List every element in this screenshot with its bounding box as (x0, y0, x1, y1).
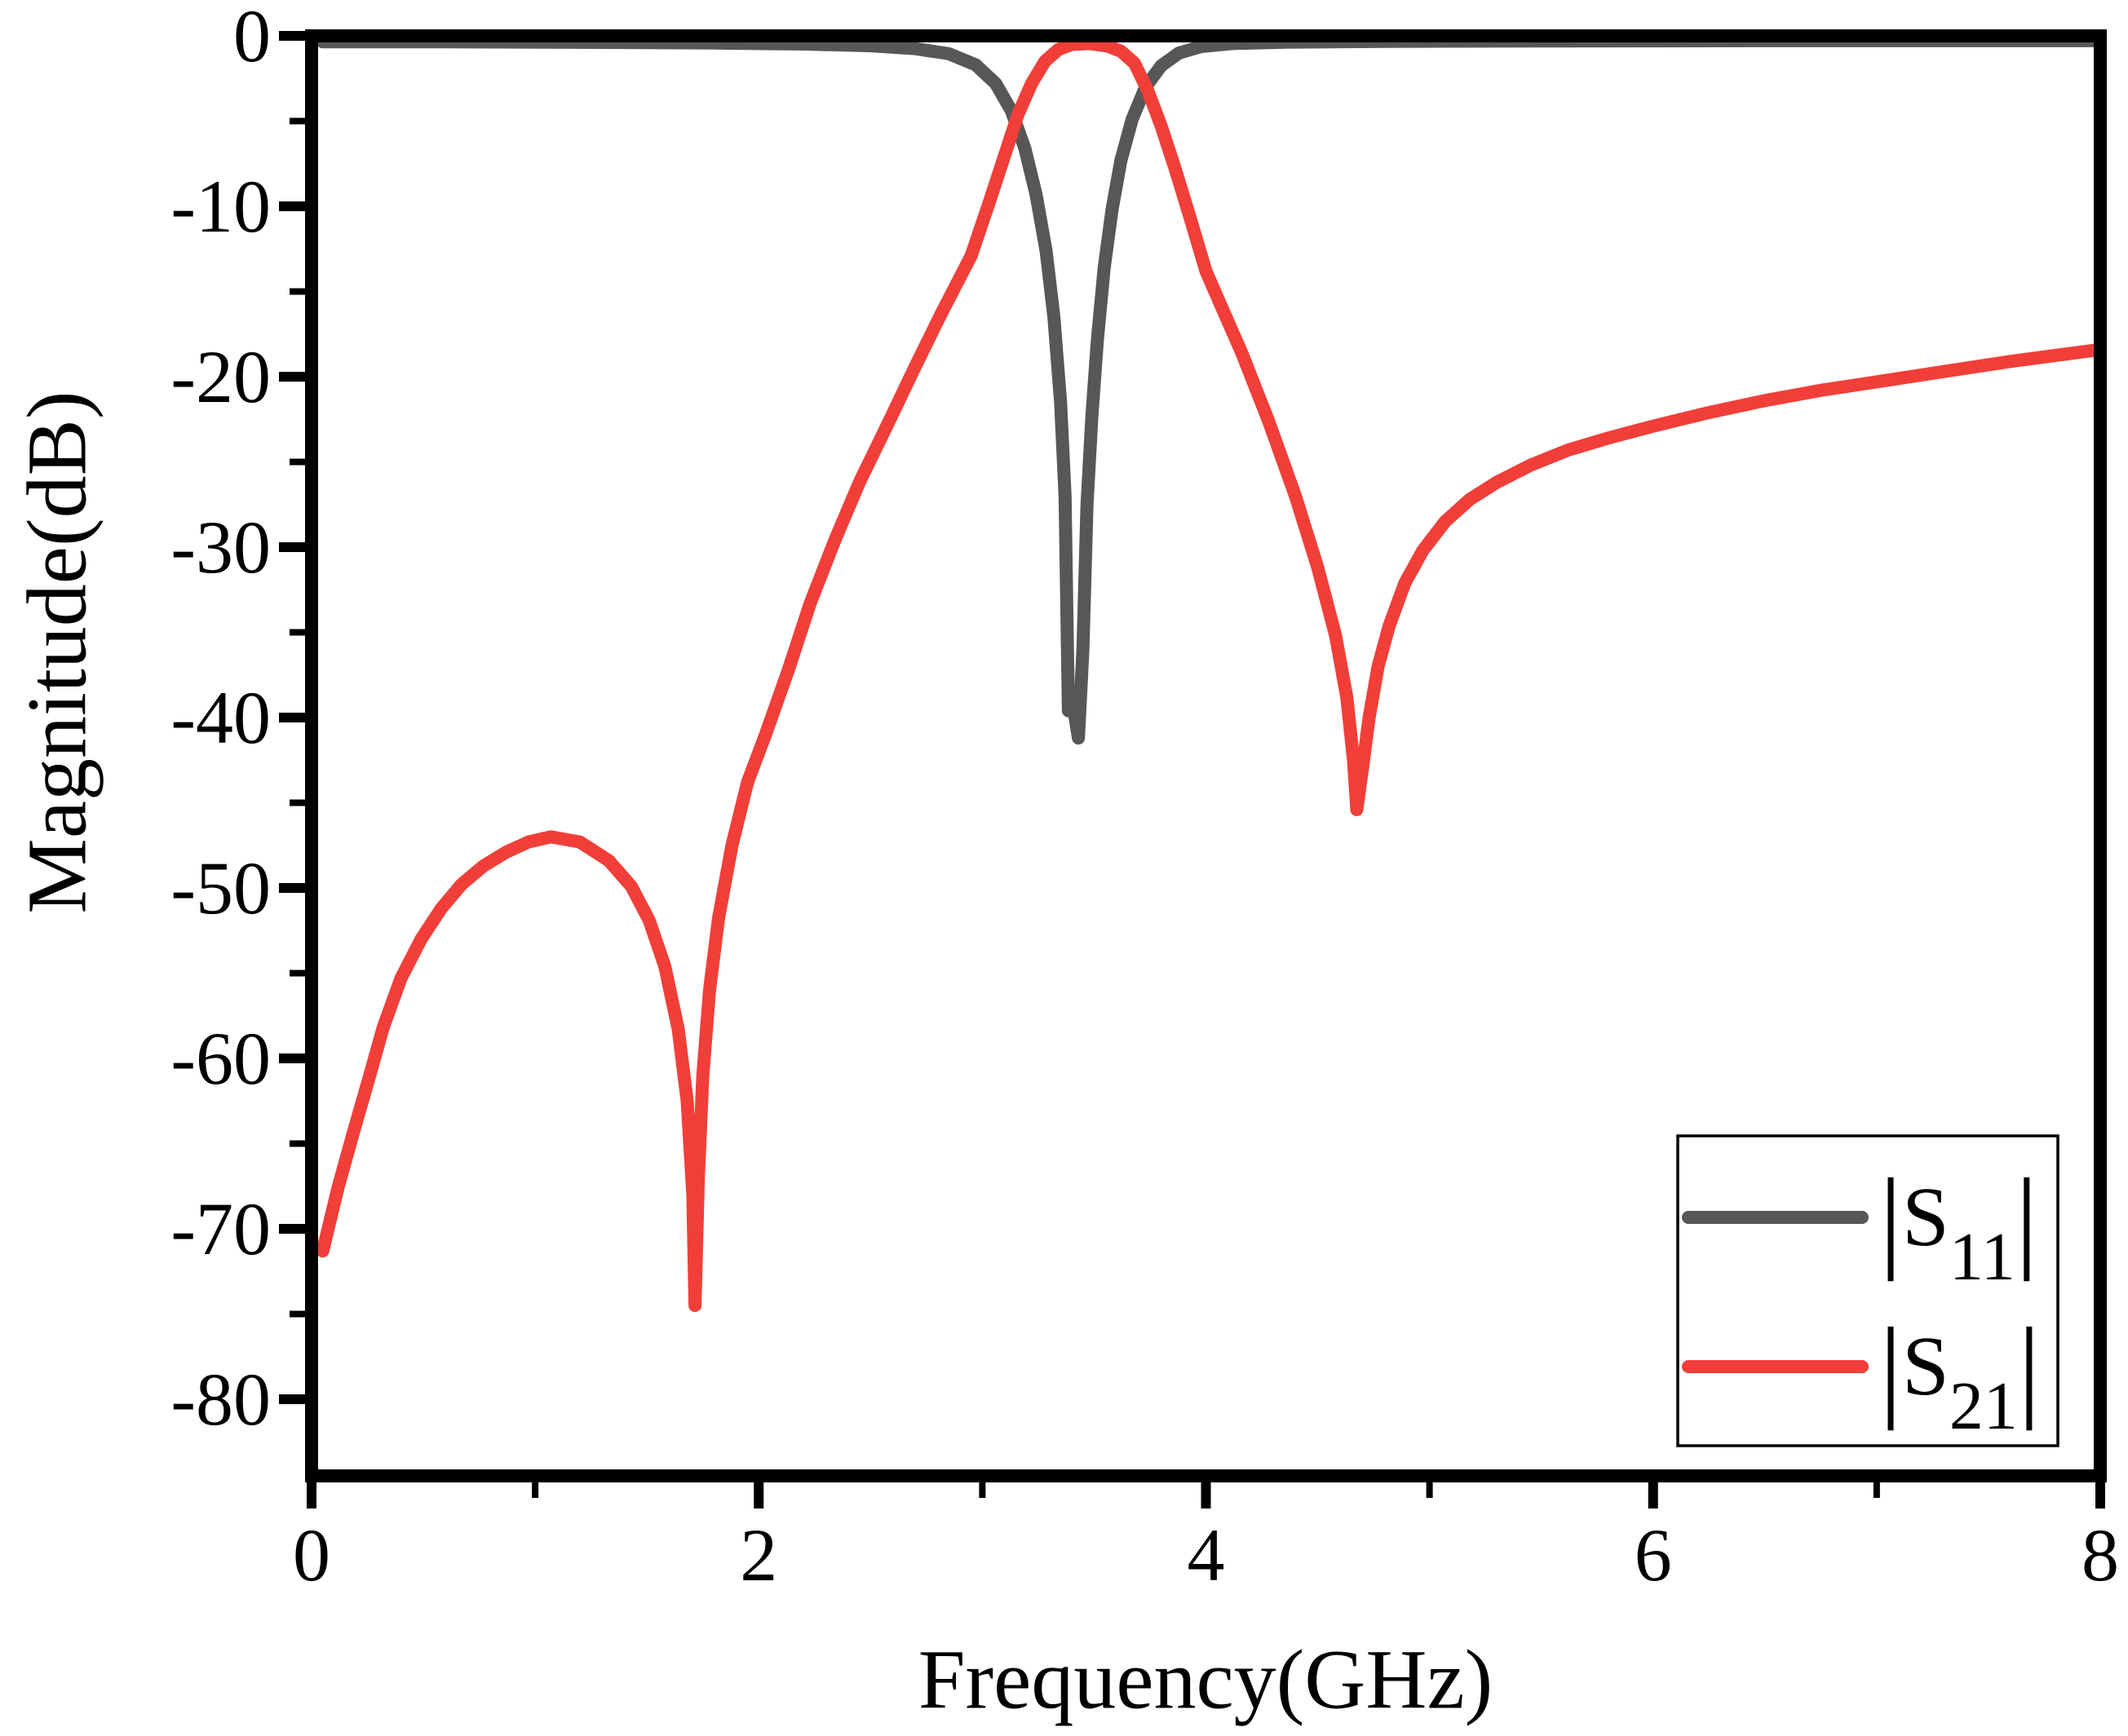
plot-frame (305, 29, 2107, 1482)
y-tick-label: -70 (170, 1187, 271, 1270)
y-tick-label: -10 (170, 165, 271, 248)
y-tick-label: -50 (170, 846, 271, 930)
s21-curve (316, 37, 2107, 1312)
y-axis-title: Magnitude(dB) (11, 391, 104, 913)
legend-s21-subscript: 21 (1949, 1368, 2018, 1444)
y-tick-label: -40 (170, 676, 271, 759)
x-tick-label: 8 (2082, 1513, 2119, 1597)
x-tick-label: 4 (1188, 1513, 1225, 1597)
legend-s21-symbol: S (1902, 1319, 1949, 1413)
series-curves (316, 33, 2107, 1312)
y-tick-label: -60 (170, 1017, 271, 1100)
x-tick-label: 2 (740, 1513, 777, 1597)
y-tick-label: 0 (233, 0, 271, 77)
y-tick-label: -80 (170, 1358, 271, 1441)
legend-label-s21: |S21| (1879, 1305, 2041, 1444)
x-axis-title: Frequency(GHz) (918, 1633, 1493, 1727)
axis-tick-labels: 0 2 4 6 8 0 -10 -20 -30 -40 -50 -60 -70 -80 (170, 0, 2119, 1597)
legend-s21-close-bar: | (2018, 1305, 2041, 1431)
axis-ticks (279, 31, 2105, 1509)
x-tick-label: 0 (293, 1513, 330, 1597)
s11-curve (316, 33, 2107, 745)
legend-s21-open-bar: | (1879, 1305, 1902, 1431)
legend-s11-open-bar: | (1879, 1155, 1902, 1282)
legend-s11-close-bar: | (2015, 1155, 2038, 1282)
y-tick-label: -20 (170, 335, 271, 418)
legend-s11-subscript: 11 (1949, 1219, 2015, 1295)
x-tick-label: 6 (1635, 1513, 1672, 1597)
legend-s11-symbol: S (1902, 1170, 1949, 1264)
y-tick-label: -30 (170, 506, 271, 589)
legend-label-s11: |S11| (1879, 1155, 2038, 1295)
legend: |S11| |S21| (1676, 1134, 2059, 1447)
legend-box (1676, 1134, 2059, 1447)
